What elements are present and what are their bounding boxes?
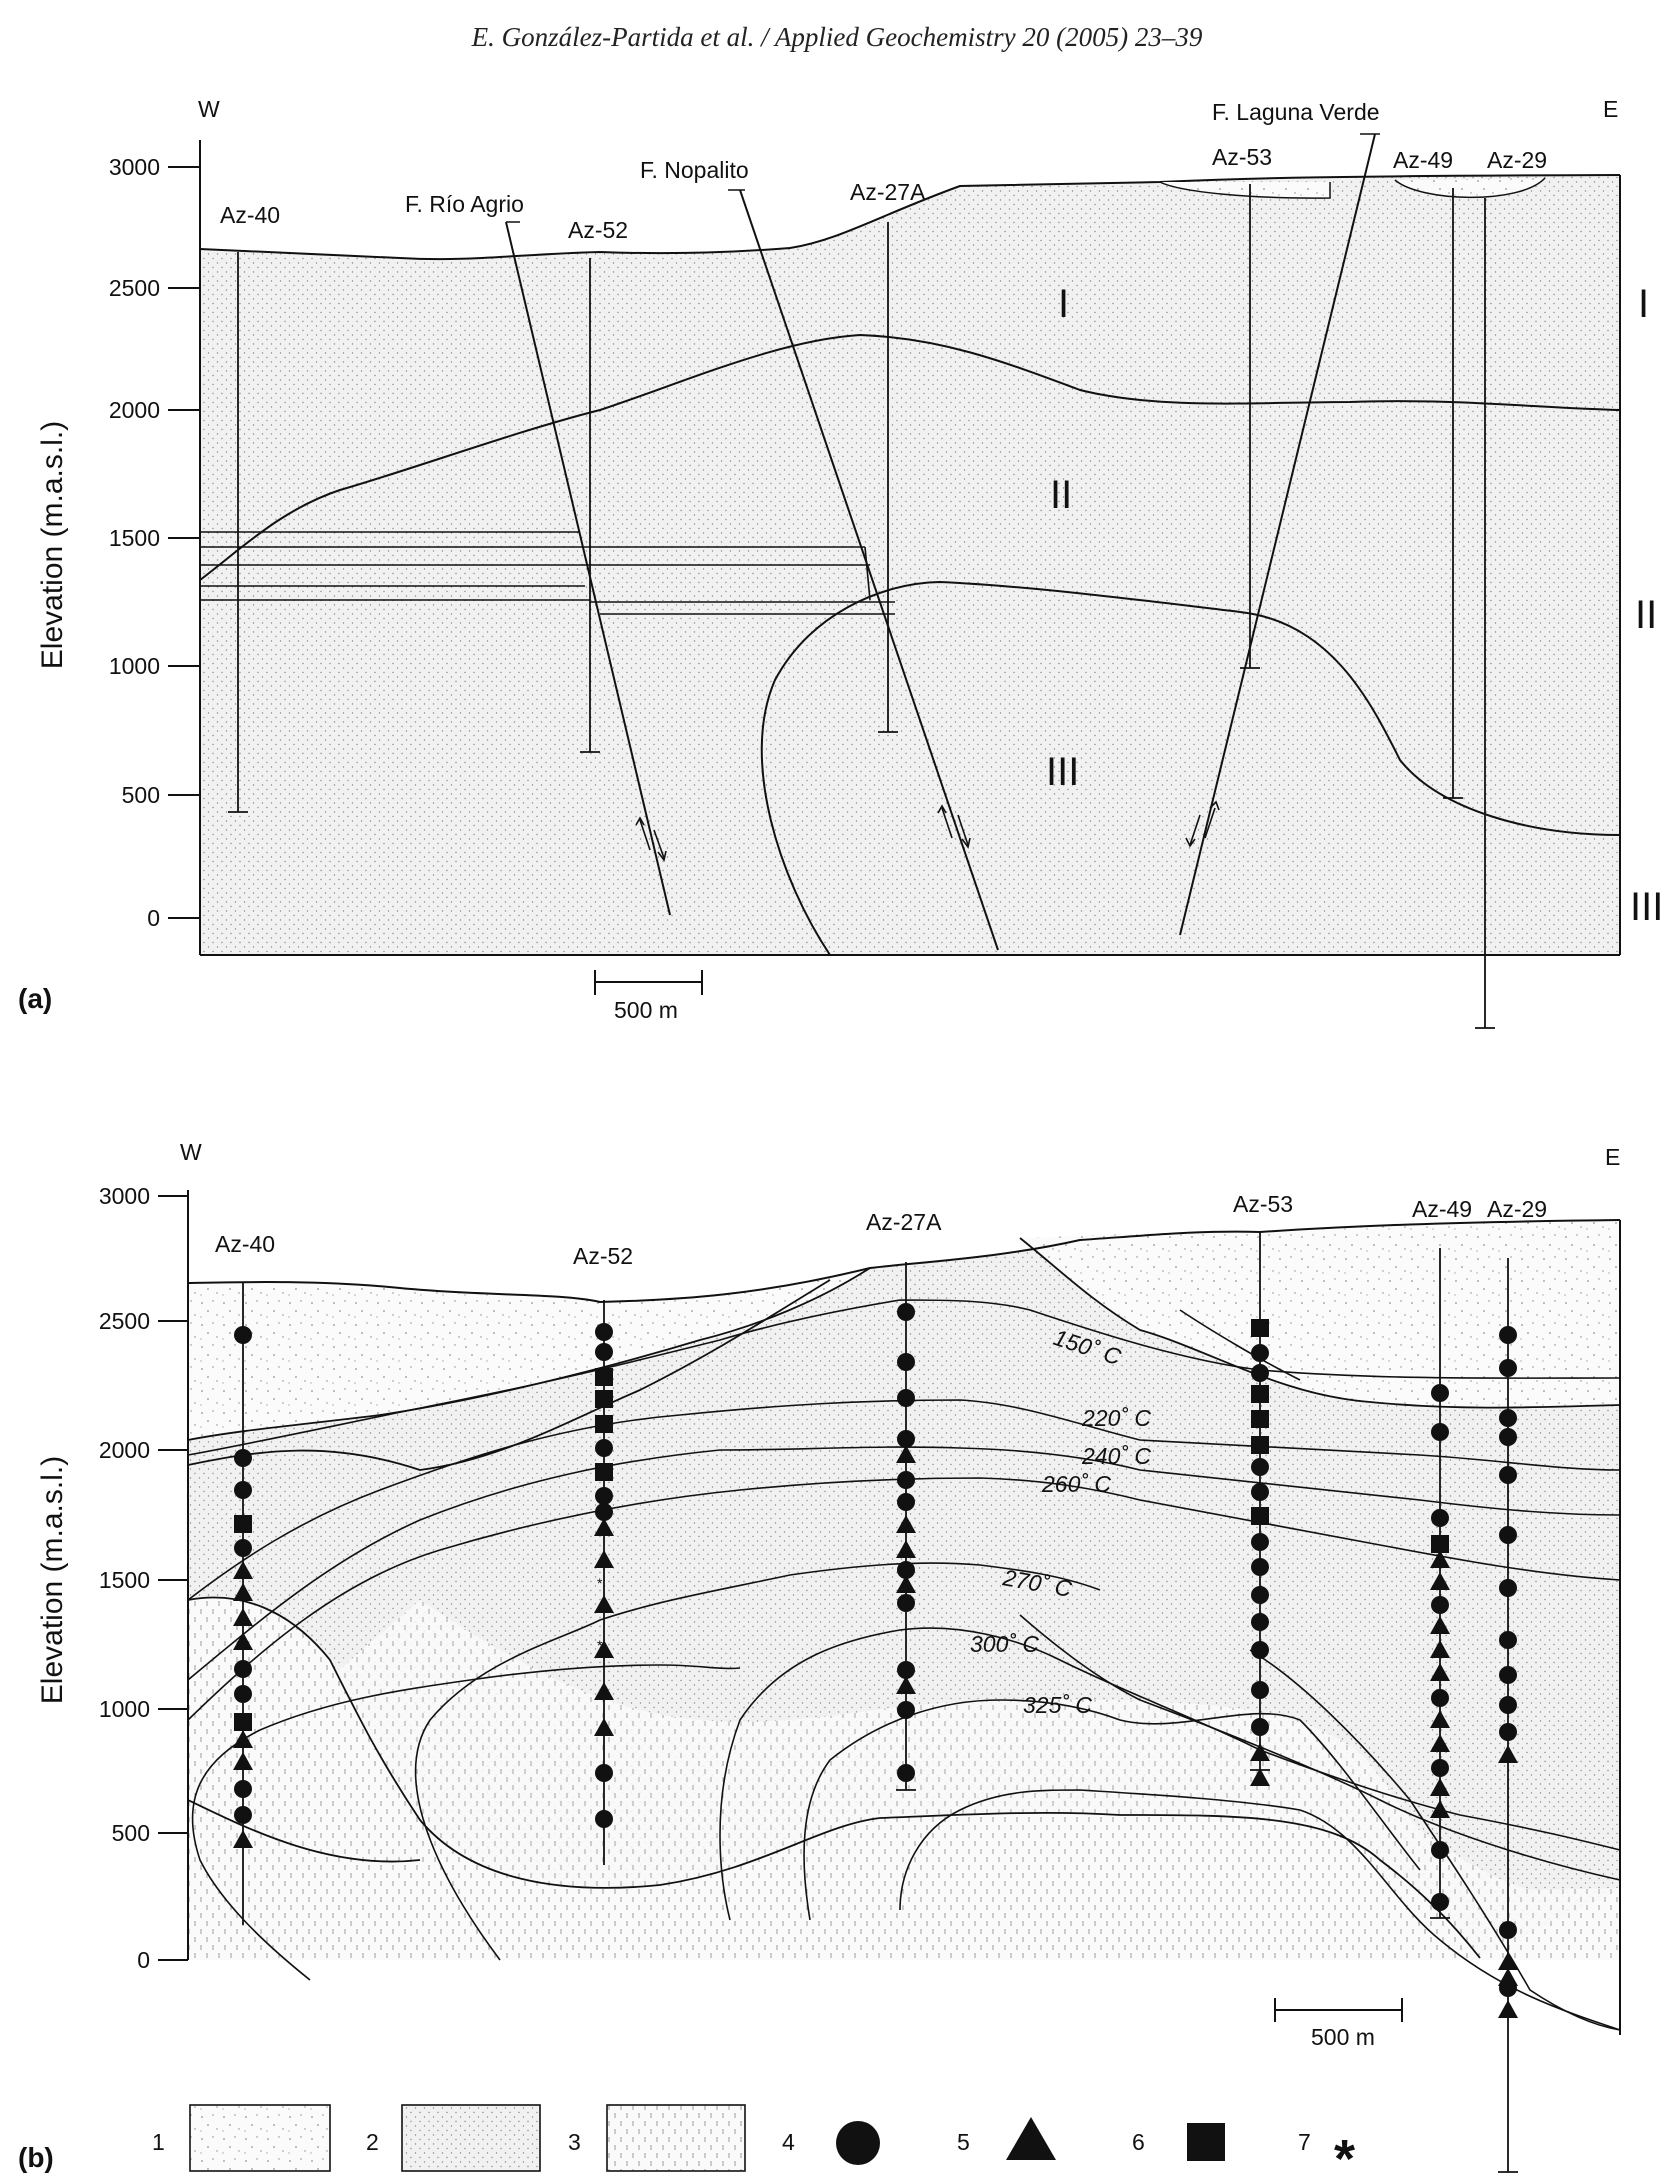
legend-label-3: 3 bbox=[568, 2129, 581, 2155]
a-ytick-3000: 3000 bbox=[109, 154, 160, 180]
a-ytick-0: 0 bbox=[147, 905, 160, 931]
a-west-label: W bbox=[198, 96, 220, 122]
b-well-label-az53: Az-53 bbox=[1233, 1191, 1293, 1217]
legend-swatch-2 bbox=[401, 2104, 541, 2172]
b-y-axis-label: Elevation (m.a.s.l.) bbox=[36, 1456, 69, 1704]
b-well-label-az29: Az-29 bbox=[1487, 1196, 1547, 1222]
a-side-unit-I: I bbox=[1638, 282, 1649, 326]
b-topography bbox=[187, 1219, 1621, 1304]
b-east-label: E bbox=[1605, 1144, 1620, 1170]
a-well-label-az53: Az-53 bbox=[1212, 144, 1272, 170]
a-ytick-1000: 1000 bbox=[109, 653, 160, 679]
b-ytick-3000: 3000 bbox=[99, 1183, 150, 1209]
legend-star-symbol: * bbox=[1334, 2129, 1355, 2182]
a-well-label-az40: Az-40 bbox=[220, 202, 280, 228]
b-ytick-1000: 1000 bbox=[99, 1696, 150, 1722]
legend-triangle-symbol bbox=[1006, 2117, 1056, 2160]
running-header: E. González-Partida et al. / Applied Geo… bbox=[471, 22, 1203, 52]
b-sample-symbols bbox=[233, 1303, 1518, 2018]
a-boundary-II-III bbox=[760, 580, 1621, 956]
a-y-axis-label: Elevation (m.a.s.l.) bbox=[36, 421, 69, 669]
a-side-unit-II: II bbox=[1635, 593, 1657, 637]
b-isotherms bbox=[187, 1299, 1621, 2031]
a-well-label-az27a: Az-27A bbox=[850, 179, 926, 205]
fault-rio-agrio bbox=[505, 221, 671, 916]
legend-swatch-3 bbox=[606, 2104, 746, 2172]
b-ytick-2000: 2000 bbox=[99, 1437, 150, 1463]
panel-b-label: (b) bbox=[18, 2142, 54, 2173]
panel-a: 3000 2500 2000 1500 1000 500 0 Elevation… bbox=[18, 96, 1663, 1029]
fault-label-laguna-verde: F. Laguna Verde bbox=[1212, 99, 1380, 125]
isotherm-label-325: 325˚ C bbox=[1023, 1692, 1092, 1718]
b-well-label-az49: Az-49 bbox=[1412, 1196, 1472, 1222]
b-west-label: W bbox=[180, 1139, 202, 1165]
a-wells bbox=[228, 184, 1495, 1029]
panel-b: 3000 2500 2000 1500 1000 500 0 Elevation… bbox=[18, 1139, 1621, 2173]
a-ytick-2000: 2000 bbox=[109, 397, 160, 423]
b-scale-label: 500 m bbox=[1311, 2024, 1375, 2050]
b-star-2: * bbox=[597, 1637, 603, 1653]
b-well-label-az27a: Az-27A bbox=[866, 1209, 942, 1235]
a-side-unit-III: III bbox=[1630, 885, 1663, 929]
b-ytick-500: 500 bbox=[112, 1820, 150, 1846]
panel-b-y-ticks bbox=[158, 1195, 188, 1961]
b-ytick-2500: 2500 bbox=[99, 1308, 150, 1334]
b-scale-bar bbox=[1274, 1998, 1403, 2022]
legend-label-7: 7 bbox=[1298, 2129, 1311, 2155]
a-unit-II: II bbox=[1050, 473, 1072, 517]
a-scale-bar bbox=[594, 970, 703, 995]
b-well-label-az52: Az-52 bbox=[573, 1243, 633, 1269]
a-ytick-2500: 2500 bbox=[109, 275, 160, 301]
fault-motion-arrows bbox=[635, 800, 1220, 862]
a-ytick-500: 500 bbox=[122, 782, 160, 808]
fault-nopalito bbox=[739, 189, 999, 951]
isotherm-label-240: 240˚ C bbox=[1081, 1443, 1151, 1469]
a-topography bbox=[199, 174, 1621, 261]
fault-laguna-verde bbox=[1179, 133, 1376, 936]
a-ytick-1500: 1500 bbox=[109, 525, 160, 551]
isotherm-label-260: 260˚ C bbox=[1041, 1471, 1111, 1497]
isotherm-label-220: 220˚ C bbox=[1081, 1405, 1151, 1431]
fault-label-nopalito: F. Nopalito bbox=[640, 157, 749, 183]
legend-label-6: 6 bbox=[1132, 2129, 1145, 2155]
b-well-label-az40: Az-40 bbox=[215, 1231, 275, 1257]
legend-circle-symbol bbox=[836, 2121, 880, 2165]
legend-label-2: 2 bbox=[366, 2129, 379, 2155]
a-boundary-I-II bbox=[199, 333, 1621, 581]
legend-label-5: 5 bbox=[957, 2129, 970, 2155]
panel-a-label: (a) bbox=[18, 983, 52, 1014]
a-well-label-az29: Az-29 bbox=[1487, 147, 1547, 173]
a-unit-III: III bbox=[1046, 750, 1079, 794]
legend: 1 2 3 4 5 6 7 * bbox=[152, 2104, 1355, 2182]
b-ytick-0: 0 bbox=[137, 1947, 150, 1973]
fault-label-rio-agrio: F. Río Agrio bbox=[405, 191, 524, 217]
a-correlation-lines bbox=[200, 531, 895, 615]
legend-square-symbol bbox=[1187, 2123, 1225, 2161]
a-scale-label: 500 m bbox=[614, 997, 678, 1023]
a-east-label: E bbox=[1603, 96, 1618, 122]
a-well-label-az49: Az-49 bbox=[1393, 147, 1453, 173]
b-star-1: * bbox=[597, 1575, 603, 1591]
isotherm-label-300: 300˚ C bbox=[970, 1631, 1039, 1657]
b-ytick-1500: 1500 bbox=[99, 1567, 150, 1593]
a-unit-I: I bbox=[1058, 282, 1069, 326]
legend-swatch-1 bbox=[189, 2104, 331, 2172]
legend-label-4: 4 bbox=[782, 2129, 795, 2155]
a-well-label-az52: Az-52 bbox=[568, 217, 628, 243]
legend-label-1: 1 bbox=[152, 2129, 165, 2155]
panel-a-y-ticks bbox=[168, 166, 200, 919]
